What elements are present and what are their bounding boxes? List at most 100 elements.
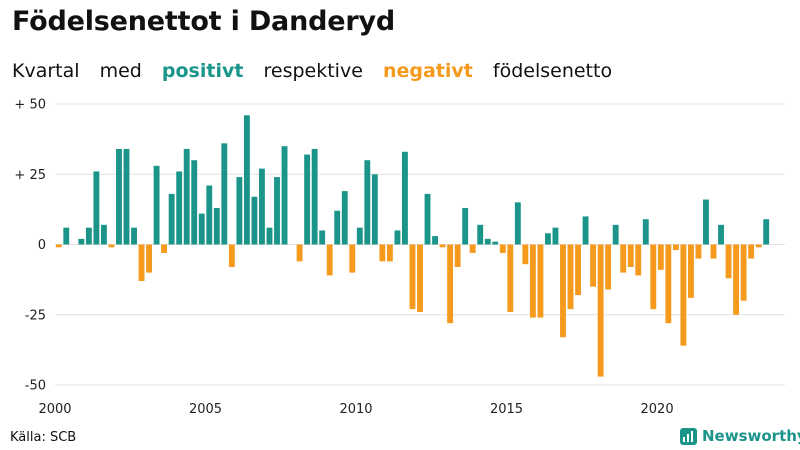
subtitle-text-kvartal: Kvartal <box>12 60 80 82</box>
bar <box>695 244 702 259</box>
bar <box>529 244 536 318</box>
bar <box>341 191 348 245</box>
bar <box>371 174 378 245</box>
bar <box>131 227 137 245</box>
newsworthy-logo-icon <box>680 427 697 445</box>
bar <box>469 244 476 253</box>
bar <box>725 244 732 279</box>
bar <box>748 244 755 259</box>
y-tick-label: + 25 <box>14 168 46 183</box>
bar <box>386 244 393 262</box>
bar <box>296 244 303 262</box>
bar <box>93 171 100 245</box>
bar <box>138 244 145 282</box>
bar <box>439 244 446 248</box>
bar <box>733 244 740 315</box>
bar <box>627 244 634 267</box>
bar <box>85 227 92 245</box>
bar <box>612 224 619 245</box>
bar <box>703 199 709 245</box>
x-axis-tick-labels: 2000 2005 2010 2015 2020 <box>38 402 673 417</box>
x-tick-label: 2000 <box>38 402 71 417</box>
bar <box>63 227 70 245</box>
bar <box>597 244 604 377</box>
bar <box>424 193 431 245</box>
subtitle-negative-word: negativt <box>382 60 473 82</box>
x-tick-label: 2005 <box>189 402 222 417</box>
bar <box>108 244 115 248</box>
bar <box>221 143 228 245</box>
bar <box>402 151 408 245</box>
brand-mark: Newsworthy <box>680 427 800 445</box>
brand-name: Newsworthy <box>702 427 800 445</box>
bar <box>575 244 581 296</box>
x-tick-label: 2020 <box>641 402 674 417</box>
bar <box>657 244 664 270</box>
bar <box>680 244 687 346</box>
bar <box>123 148 130 245</box>
bar <box>454 244 461 267</box>
bar <box>116 148 122 245</box>
bar <box>168 193 175 245</box>
bar <box>55 244 62 248</box>
source-note: Källa: SCB <box>10 430 77 445</box>
y-tick-label: 0 <box>38 238 46 253</box>
bar <box>100 224 107 245</box>
bar <box>462 207 469 245</box>
subtitle-text-fodelsenetto: födelsenetto <box>492 60 613 82</box>
bar <box>326 244 333 276</box>
bar <box>447 244 454 324</box>
bar <box>665 244 672 324</box>
bar <box>161 244 168 253</box>
bar <box>153 165 160 245</box>
bar <box>394 230 401 245</box>
bar <box>228 244 235 267</box>
bar <box>409 244 416 310</box>
bar <box>755 244 762 248</box>
chart-title: Födelsenettot i Danderyd <box>12 6 395 37</box>
bar <box>687 244 694 298</box>
bar <box>507 244 514 312</box>
y-axis-tick-labels: + 50 + 25 0 -25 -50 <box>14 98 46 394</box>
bar <box>635 244 642 276</box>
bar <box>718 224 724 245</box>
bar <box>183 148 190 245</box>
bar <box>198 213 205 245</box>
bar <box>251 196 258 245</box>
y-tick-label: -25 <box>25 308 46 323</box>
bar <box>259 168 265 245</box>
bar <box>334 210 341 245</box>
bar <box>567 244 574 310</box>
bar <box>477 224 484 245</box>
subtitle-text-med: med <box>99 60 142 82</box>
bar <box>514 202 521 245</box>
bar <box>319 230 326 245</box>
bar <box>620 244 627 273</box>
bar <box>191 160 198 245</box>
bar <box>605 244 612 290</box>
y-tick-label: + 50 <box>14 98 46 113</box>
bar <box>356 227 363 245</box>
chart-subtitle: Kvartal med positivt respektive negativt… <box>12 60 626 82</box>
bar <box>763 219 770 245</box>
bar <box>582 216 589 245</box>
bar <box>590 244 597 287</box>
bar <box>236 177 243 245</box>
subtitle-text-respektive: respektive <box>263 60 363 82</box>
bar <box>213 207 220 245</box>
bar <box>740 244 747 301</box>
x-tick-label: 2015 <box>490 402 523 417</box>
bar <box>484 238 491 245</box>
bar <box>552 227 559 245</box>
bar <box>560 244 566 338</box>
bar <box>545 233 551 245</box>
y-tick-label: -50 <box>25 379 46 394</box>
bar <box>417 244 423 312</box>
bar <box>274 177 280 245</box>
bar <box>281 146 288 245</box>
bar <box>176 171 183 245</box>
bar <box>379 244 386 262</box>
bar <box>522 244 529 265</box>
bar <box>78 238 85 245</box>
